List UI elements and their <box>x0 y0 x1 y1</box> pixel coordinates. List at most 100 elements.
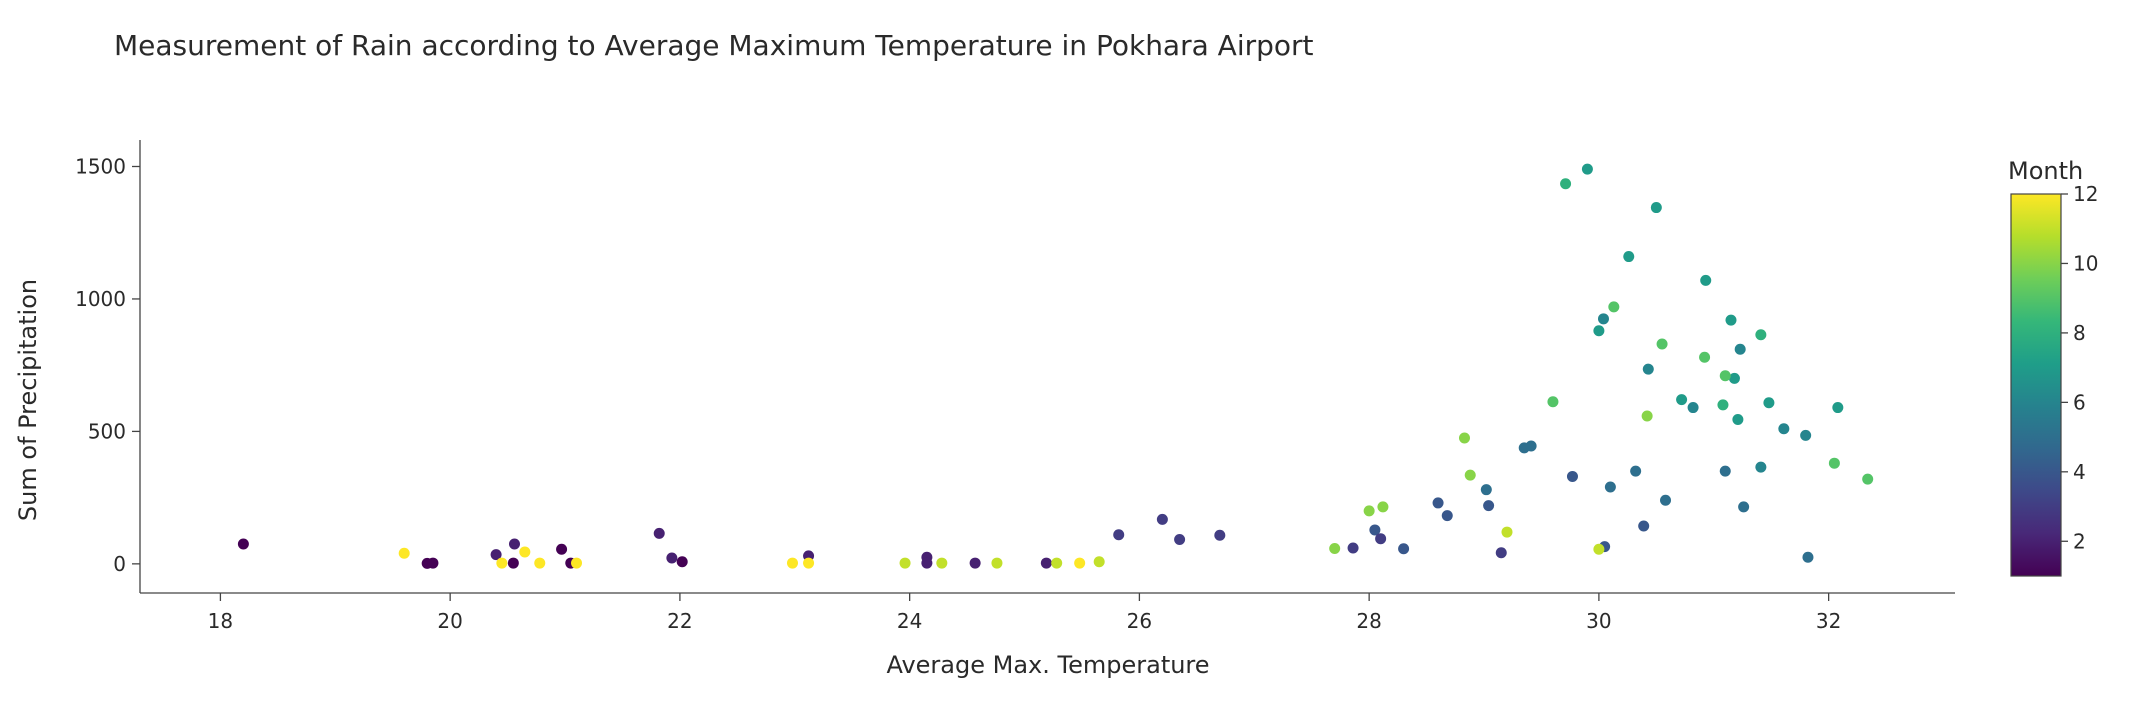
data-point <box>1728 372 1740 384</box>
data-point <box>1732 413 1744 425</box>
data-point <box>1156 513 1168 525</box>
data-point <box>1347 542 1359 554</box>
y-tick-label: 500 <box>88 419 126 443</box>
data-point <box>1755 329 1767 341</box>
x-tick-label: 30 <box>1586 609 1611 633</box>
data-point <box>1608 301 1620 313</box>
data-point <box>1113 529 1125 541</box>
data-point <box>1623 251 1635 263</box>
x-tick-label: 32 <box>1816 609 1841 633</box>
colorbar-tick-label: 10 <box>2073 251 2098 275</box>
data-point <box>1458 432 1470 444</box>
data-point <box>1604 481 1616 493</box>
data-point <box>1719 465 1731 477</box>
data-point <box>1597 313 1609 325</box>
data-point <box>803 557 815 569</box>
data-point <box>1593 543 1605 555</box>
data-point <box>899 557 911 569</box>
data-point <box>1566 470 1578 482</box>
colorbar: Month 2 4 6 8 10 12 <box>2008 157 2098 577</box>
x-axis-title: Average Max. Temperature <box>886 651 1209 679</box>
data-point <box>1650 202 1662 214</box>
data-point <box>1641 410 1653 422</box>
data-point <box>1051 557 1063 569</box>
chart-title: Measurement of Rain according to Average… <box>114 29 1314 62</box>
data-point <box>1734 343 1746 355</box>
data-point <box>1593 325 1605 337</box>
data-point <box>921 557 933 569</box>
data-point <box>1802 551 1814 563</box>
data-point <box>1699 351 1711 363</box>
data-point <box>1074 557 1086 569</box>
data-point <box>1377 501 1389 513</box>
data-point <box>1483 500 1495 512</box>
data-point <box>1642 363 1654 375</box>
data-point <box>1495 547 1507 559</box>
y-tick-label: 1000 <box>75 287 126 311</box>
data-point <box>490 549 502 561</box>
x-tick-label: 24 <box>897 609 922 633</box>
axes <box>139 140 1955 594</box>
data-point <box>398 547 410 559</box>
y-tick-label: 1500 <box>75 154 126 178</box>
data-point <box>1329 542 1341 554</box>
data-point <box>1676 394 1688 406</box>
data-point <box>1832 402 1844 414</box>
x-tick-label: 18 <box>208 609 233 633</box>
data-point <box>1480 484 1492 496</box>
data-point <box>1547 396 1559 408</box>
data-point <box>1441 510 1453 522</box>
data-point <box>1738 501 1750 513</box>
data-point <box>1214 529 1226 541</box>
data-point <box>427 557 439 569</box>
data-point <box>534 557 546 569</box>
data-point <box>507 557 519 569</box>
colorbar-tick-label: 8 <box>2073 321 2086 345</box>
data-point <box>1717 399 1729 411</box>
data-point <box>1755 461 1767 473</box>
colorbar-tick-label: 2 <box>2073 529 2086 553</box>
data-point <box>1778 423 1790 435</box>
data-point <box>1432 497 1444 509</box>
data-point <box>1630 465 1642 477</box>
x-tick-label: 28 <box>1356 609 1381 633</box>
data-point <box>1660 494 1672 506</box>
data-point <box>1363 505 1375 517</box>
data-point <box>991 557 1003 569</box>
data-point <box>496 557 508 569</box>
data-point <box>1560 178 1572 190</box>
x-tick-label: 22 <box>667 609 692 633</box>
data-point <box>556 543 568 555</box>
colorbar-title: Month <box>2008 157 2083 185</box>
data-point <box>508 538 520 550</box>
data-point <box>1581 163 1593 175</box>
y-axis-title: Sum of Precipitation <box>14 279 42 521</box>
data-point <box>666 552 678 564</box>
data-point <box>1375 533 1387 545</box>
data-point <box>1398 543 1410 555</box>
data-point <box>1725 314 1737 326</box>
y-ticks: 0 500 1000 1500 <box>75 154 140 576</box>
data-point <box>1040 557 1052 569</box>
data-point <box>1719 370 1731 382</box>
colorbar-ticks: 2 4 6 8 10 12 <box>2061 182 2098 553</box>
data-point <box>1656 338 1668 350</box>
colorbar-tick-label: 6 <box>2073 390 2086 414</box>
x-tick-label: 20 <box>437 609 462 633</box>
data-point <box>237 538 249 550</box>
data-point <box>1501 526 1513 538</box>
data-point <box>1093 556 1105 568</box>
colorbar-tick-label: 12 <box>2073 182 2098 206</box>
data-point <box>1763 397 1775 409</box>
data-point <box>936 557 948 569</box>
data-point <box>786 557 798 569</box>
data-point <box>1828 457 1840 469</box>
data-point <box>1638 520 1650 532</box>
colorbar-tick-label: 4 <box>2073 460 2086 484</box>
data-point <box>969 557 981 569</box>
colorbar-gradient <box>2010 193 2062 577</box>
data-point <box>653 527 665 539</box>
data-point <box>1862 473 1874 485</box>
data-point <box>1700 274 1712 286</box>
